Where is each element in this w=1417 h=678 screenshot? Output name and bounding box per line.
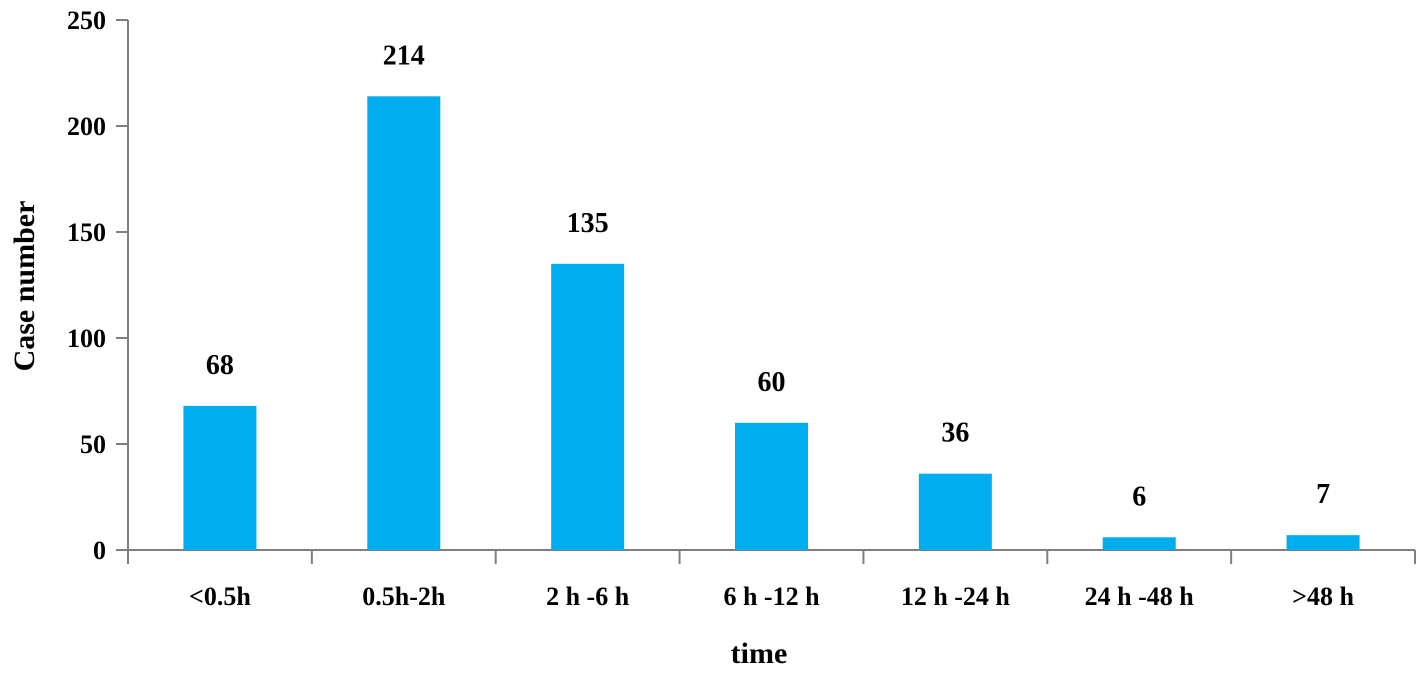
bars [183, 96, 1360, 550]
y-tick-label: 100 [67, 324, 106, 353]
bar [367, 96, 441, 550]
y-tick-label: 50 [80, 430, 106, 459]
y-axis-title-group: Case number [8, 201, 41, 372]
x-axis-title: time [731, 637, 788, 670]
axes: 0 50 100 150 200 250 <0.5h 0.5h-2h 2 h -6 h 6 h -… [67, 6, 1416, 611]
y-tick-label: 200 [67, 112, 106, 141]
x-tick-label: 6 h -12 h [723, 582, 820, 611]
bar [1102, 537, 1176, 550]
x-tick-label: 12 h -24 h [901, 582, 1011, 611]
data-label: 135 [567, 208, 609, 239]
y-tick-label: 250 [67, 6, 106, 35]
data-label: 60 [758, 367, 786, 398]
data-label: 214 [383, 40, 425, 71]
x-tick-label: >48 h [1292, 582, 1354, 611]
x-tick-label: 24 h -48 h [1085, 582, 1195, 611]
data-labels: 68 214 135 60 36 6 7 [206, 40, 1330, 512]
bar [918, 473, 992, 550]
bar [1286, 535, 1360, 550]
x-tick-label: 2 h -6 h [546, 582, 630, 611]
data-label: 36 [941, 418, 969, 449]
y-tick-label: 150 [67, 218, 106, 247]
data-label: 7 [1316, 479, 1330, 510]
y-axis-title: Case number [8, 201, 41, 372]
bar [183, 405, 257, 550]
x-tick-label: <0.5h [189, 582, 251, 611]
x-tick-label: 0.5h-2h [362, 582, 446, 611]
data-label: 68 [206, 350, 234, 381]
y-tick-label: 0 [93, 536, 106, 565]
data-label: 6 [1132, 481, 1146, 512]
bar [735, 422, 808, 550]
bar [551, 263, 625, 550]
